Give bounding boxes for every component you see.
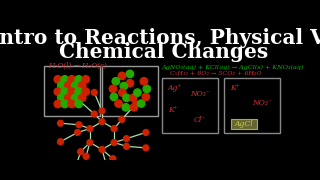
- Circle shape: [112, 78, 120, 85]
- Circle shape: [75, 100, 83, 108]
- Circle shape: [119, 89, 126, 96]
- Circle shape: [65, 82, 72, 89]
- Circle shape: [83, 153, 89, 159]
- Circle shape: [61, 100, 68, 108]
- Circle shape: [58, 120, 63, 126]
- Text: Intro to Reactions, Physical Vs: Intro to Reactions, Physical Vs: [0, 28, 320, 48]
- Circle shape: [58, 139, 63, 145]
- Circle shape: [109, 85, 117, 93]
- Circle shape: [143, 85, 150, 93]
- Circle shape: [72, 82, 79, 89]
- Circle shape: [61, 76, 68, 83]
- Circle shape: [78, 94, 86, 102]
- Circle shape: [91, 111, 97, 117]
- Circle shape: [58, 94, 65, 102]
- Circle shape: [65, 94, 72, 102]
- Circle shape: [78, 82, 86, 89]
- Text: Chemical Changes: Chemical Changes: [60, 42, 268, 62]
- Circle shape: [82, 76, 90, 83]
- Circle shape: [87, 140, 93, 145]
- Circle shape: [54, 88, 61, 95]
- Circle shape: [78, 149, 84, 155]
- Text: C₅H₁₂ + 8O₂ → 5CO₂ + 6H₂O: C₅H₁₂ + 8O₂ → 5CO₂ + 6H₂O: [170, 71, 262, 76]
- Text: AgCl: AgCl: [235, 120, 253, 128]
- Bar: [224, 78, 280, 133]
- Circle shape: [124, 143, 129, 149]
- Circle shape: [133, 101, 139, 107]
- Circle shape: [142, 93, 149, 101]
- Text: AgNO₃(aq) + KCl(aq) → AgCl(s) + KNO₃(aq): AgNO₃(aq) + KCl(aq) → AgCl(s) + KNO₃(aq): [162, 65, 304, 70]
- Circle shape: [99, 108, 105, 114]
- Circle shape: [68, 100, 76, 108]
- Circle shape: [110, 156, 116, 162]
- Circle shape: [99, 147, 105, 152]
- Text: K⁺: K⁺: [230, 84, 240, 92]
- Circle shape: [76, 97, 82, 103]
- Circle shape: [54, 100, 61, 108]
- Text: Ag⁺: Ag⁺: [168, 84, 182, 92]
- Circle shape: [126, 70, 134, 78]
- Circle shape: [122, 104, 130, 111]
- Circle shape: [75, 76, 83, 83]
- Circle shape: [140, 78, 148, 85]
- Circle shape: [111, 126, 117, 132]
- Text: K⁺: K⁺: [168, 105, 178, 114]
- Text: H₂O(l) → H₂O(s): H₂O(l) → H₂O(s): [48, 62, 107, 70]
- Circle shape: [103, 160, 109, 166]
- Circle shape: [111, 140, 117, 145]
- Circle shape: [85, 175, 91, 180]
- Circle shape: [118, 72, 126, 80]
- Circle shape: [134, 89, 141, 96]
- Circle shape: [130, 94, 137, 102]
- Circle shape: [143, 145, 149, 151]
- Text: Cl⁻: Cl⁻: [194, 116, 206, 124]
- Circle shape: [71, 168, 77, 174]
- Circle shape: [110, 93, 118, 101]
- Circle shape: [72, 94, 79, 102]
- Circle shape: [76, 122, 82, 128]
- Bar: [44, 66, 100, 116]
- Circle shape: [126, 80, 134, 87]
- Circle shape: [119, 116, 125, 122]
- Circle shape: [130, 104, 138, 111]
- Circle shape: [127, 170, 133, 176]
- Text: NO₃⁻: NO₃⁻: [252, 99, 272, 107]
- Bar: [163, 78, 218, 133]
- Circle shape: [68, 88, 76, 95]
- Circle shape: [91, 89, 97, 95]
- Circle shape: [75, 130, 80, 135]
- Bar: [102, 66, 158, 116]
- Circle shape: [124, 136, 129, 141]
- Circle shape: [123, 94, 130, 102]
- Circle shape: [143, 130, 149, 135]
- Circle shape: [68, 76, 76, 83]
- Circle shape: [115, 100, 122, 107]
- Circle shape: [99, 119, 105, 125]
- Text: NO₃⁻: NO₃⁻: [190, 90, 210, 98]
- Bar: [231, 119, 257, 129]
- Circle shape: [75, 88, 83, 95]
- Circle shape: [138, 100, 145, 107]
- Circle shape: [87, 126, 93, 132]
- Circle shape: [82, 88, 90, 95]
- Circle shape: [61, 88, 68, 95]
- Circle shape: [120, 82, 128, 90]
- Circle shape: [54, 76, 61, 83]
- Circle shape: [58, 82, 65, 89]
